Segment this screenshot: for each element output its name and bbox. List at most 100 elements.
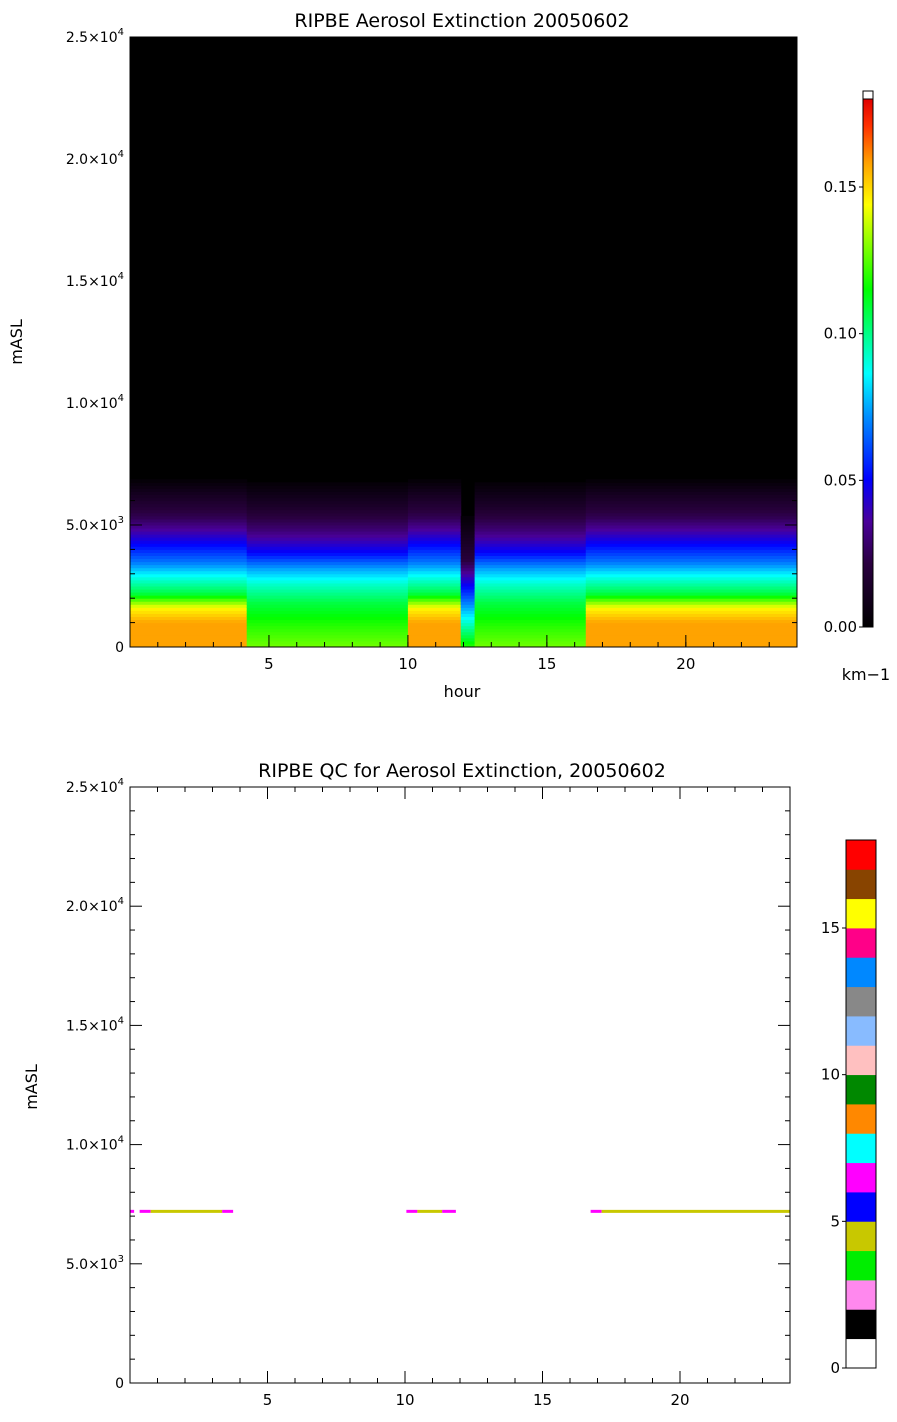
heatmap-cell: [130, 512, 142, 517]
heatmap-cell: [407, 518, 462, 523]
heatmap-cell: [407, 598, 462, 602]
heatmap-cell: [141, 564, 248, 569]
heatmap-cell: [141, 546, 248, 550]
heatmap-cell: [130, 525, 142, 529]
heatmap-cell: [544, 485, 587, 489]
heatmap-cell: [460, 576, 476, 581]
colorbar-tick-label: 0.00: [824, 618, 857, 636]
heatmap-cell: [474, 515, 545, 520]
heatmap-cell: [141, 613, 248, 617]
heatmap-cell: [407, 515, 462, 520]
heatmap-cell: [460, 579, 476, 584]
heatmap-cell: [544, 537, 587, 541]
heatmap-cell: [130, 619, 142, 624]
heatmap-cell: [585, 637, 798, 642]
heatmap-cell: [130, 506, 142, 511]
heatmap-cell: [460, 555, 476, 560]
heatmap-cell: [585, 573, 798, 578]
heatmap-cell: [130, 595, 142, 599]
heatmap-cell: [474, 494, 545, 499]
heatmap-cell: [246, 607, 409, 611]
heatmap-cell: [460, 534, 476, 538]
colorbar-swatch: [846, 1280, 876, 1310]
heatmap-cell: [407, 494, 462, 499]
heatmap-cell: [585, 564, 798, 569]
heatmap-cell: [585, 515, 798, 520]
heatmap-cell: [474, 628, 545, 633]
heatmap-cell: [474, 616, 545, 621]
heatmap-cell: [585, 589, 798, 593]
qc-background: [130, 787, 790, 1383]
heatmap-cell: [246, 643, 409, 648]
heatmap-cell: [130, 582, 142, 587]
heatmap-cell: [130, 628, 142, 633]
heatmap-cell: [585, 622, 798, 627]
heatmap-cell: [130, 622, 142, 627]
heatmap-cell: [141, 531, 248, 535]
heatmap-cell: [460, 619, 476, 624]
y-tick-label: 0: [115, 640, 124, 656]
heatmap-cell: [407, 482, 462, 486]
heatmap-cell: [474, 512, 545, 517]
colorbar-tick-label: 10: [821, 1066, 840, 1084]
heatmap-cell: [141, 540, 248, 544]
heatmap-cell: [407, 521, 462, 526]
heatmap-cell: [474, 595, 545, 599]
heatmap-cell: [407, 500, 462, 505]
colorbar-swatch: [846, 928, 876, 958]
heatmap-cell: [585, 540, 798, 544]
colorbar-swatch: [846, 1045, 876, 1076]
heatmap-cell: [130, 625, 142, 630]
colorbar-swatch: [846, 1250, 876, 1281]
heatmap-cell: [407, 616, 462, 621]
heatmap-cell: [407, 497, 462, 502]
heatmap-cell: [130, 485, 142, 489]
heatmap-cell: [544, 521, 587, 526]
heatmap-cell: [460, 634, 476, 639]
heatmap-cell: [246, 531, 409, 535]
heatmap-cell: [460, 637, 476, 642]
heatmap-cell: [246, 515, 409, 520]
heatmap-column: [246, 482, 409, 648]
heatmap-cell: [460, 628, 476, 633]
heatmap-cell: [585, 576, 798, 581]
chart2-title: RIPBE QC for Aerosol Extinction, 2005060…: [258, 760, 666, 782]
heatmap-cell: [544, 582, 587, 587]
heatmap-cell: [460, 558, 476, 563]
heatmap-cell: [474, 610, 545, 614]
heatmap-cell: [460, 622, 476, 627]
heatmap-cell: [246, 485, 409, 489]
heatmap-cell: [474, 604, 545, 608]
heatmap-cell: [407, 570, 462, 575]
heatmap-cell: [474, 534, 545, 538]
heatmap-cell: [585, 616, 798, 621]
colorbar-frame: [845, 839, 877, 1369]
heatmap-cell: [246, 512, 409, 517]
heatmap-cell: [544, 500, 587, 505]
heatmap-cell: [474, 525, 545, 529]
heatmap-cell: [460, 521, 476, 526]
heatmap-cell: [130, 589, 142, 593]
heatmap-cell: [544, 631, 587, 636]
colorbar-tick-label: 0.10: [824, 325, 857, 343]
heatmap-cell: [474, 598, 545, 602]
heatmap-cell: [130, 531, 142, 535]
heatmap-cell: [474, 622, 545, 627]
x-tick-label: 15: [533, 1391, 552, 1409]
heatmap-cell: [130, 543, 142, 547]
heatmap-cell: [544, 625, 587, 630]
heatmap-cell: [407, 637, 462, 642]
heatmap-cell: [246, 567, 409, 572]
colorbar-swatch: [846, 898, 876, 929]
heatmap-cell: [141, 604, 248, 608]
x-tick-label: 15: [537, 655, 556, 673]
heatmap-cell: [246, 582, 409, 587]
heatmap-cell: [407, 640, 462, 645]
heatmap-cell: [246, 640, 409, 645]
heatmap-cell: [141, 598, 248, 602]
heatmap-cell: [130, 643, 142, 648]
heatmap-cell: [474, 570, 545, 575]
heatmap-cell: [130, 518, 142, 523]
heatmap-cell: [246, 598, 409, 602]
heatmap-cell: [407, 607, 462, 611]
